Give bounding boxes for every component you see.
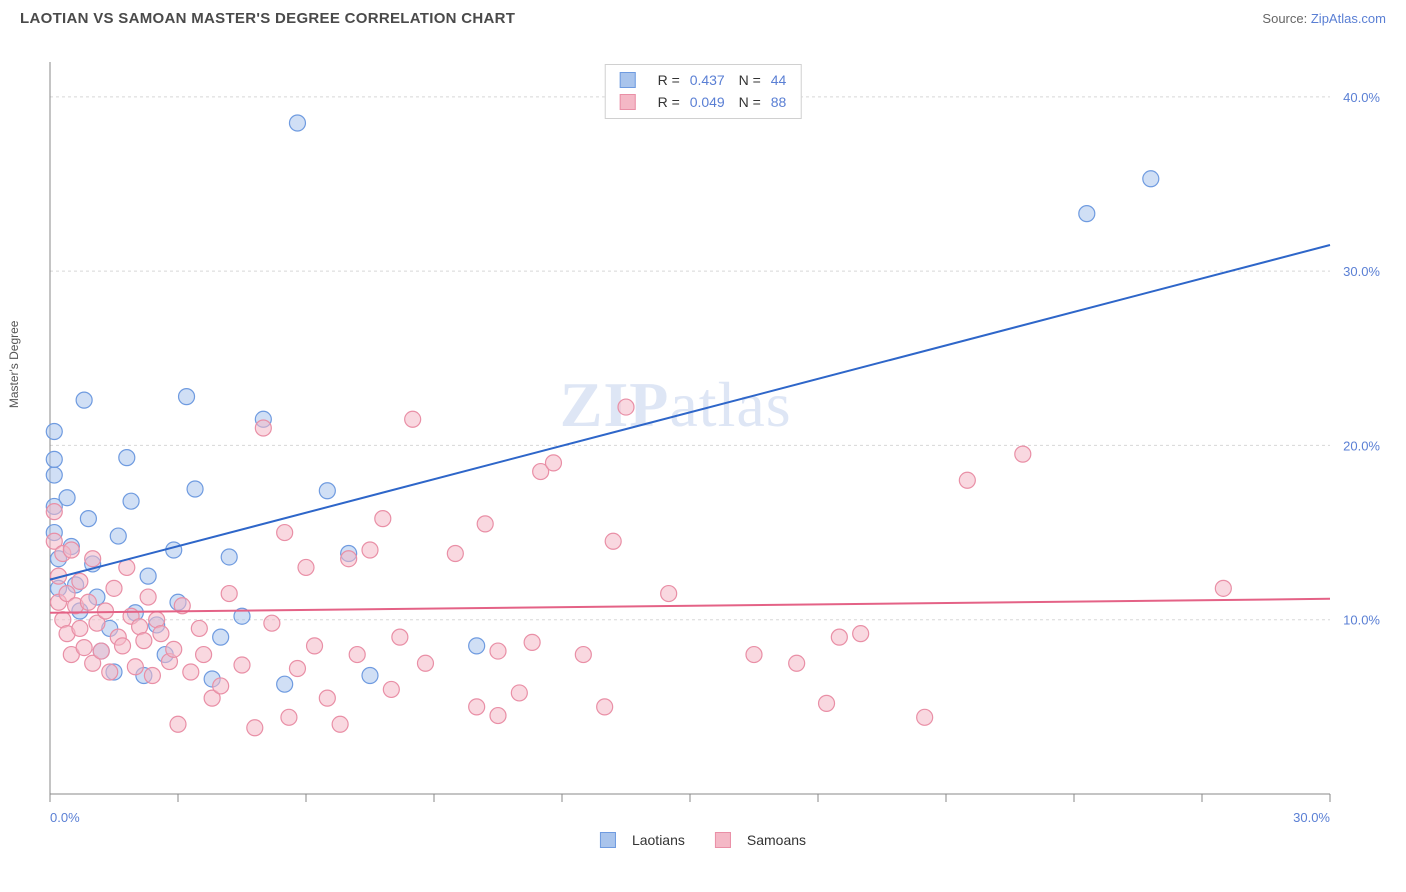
- legend-series: Laotians Samoans: [600, 832, 806, 848]
- legend-label-laotians: Laotians: [632, 832, 685, 848]
- chart-container: R = 0.437 N = 44 R = 0.049 N = 88 ZIPatl…: [20, 42, 1386, 848]
- svg-text:30.0%: 30.0%: [1293, 810, 1330, 825]
- source-label: Source:: [1262, 11, 1307, 26]
- legend-n-label: N =: [739, 72, 761, 88]
- scatter-chart: 10.0% 20.0% 30.0% 40.0% 0.0% 30.0%: [20, 42, 1386, 848]
- svg-text:0.0%: 0.0%: [50, 810, 80, 825]
- chart-title: LAOTIAN VS SAMOAN MASTER'S DEGREE CORREL…: [20, 10, 515, 27]
- legend-stats-box: R = 0.437 N = 44 R = 0.049 N = 88: [605, 64, 802, 119]
- legend-swatch-laotians: [600, 832, 616, 848]
- legend-r-label: R =: [658, 72, 680, 88]
- legend-r-label: R =: [658, 94, 680, 110]
- legend-n-value-0: 44: [771, 72, 787, 88]
- svg-text:20.0%: 20.0%: [1343, 438, 1380, 453]
- source-attribution: Source: ZipAtlas.com: [1262, 11, 1386, 26]
- y-axis-label: Master's Degree: [7, 321, 21, 409]
- svg-text:10.0%: 10.0%: [1343, 613, 1380, 628]
- legend-r-value-0: 0.437: [690, 72, 725, 88]
- legend-n-value-1: 88: [771, 94, 787, 110]
- legend-swatch-samoans: [620, 94, 636, 110]
- legend-item-laotians: Laotians: [600, 832, 685, 848]
- legend-item-samoans: Samoans: [715, 832, 806, 848]
- legend-label-samoans: Samoans: [747, 832, 806, 848]
- legend-stats-row-0: R = 0.437 N = 44: [620, 69, 787, 91]
- svg-text:40.0%: 40.0%: [1343, 90, 1380, 105]
- source-link[interactable]: ZipAtlas.com: [1311, 11, 1386, 26]
- legend-swatch-laotians: [620, 72, 636, 88]
- legend-r-value-1: 0.049: [690, 94, 725, 110]
- svg-text:30.0%: 30.0%: [1343, 264, 1380, 279]
- legend-stats-row-1: R = 0.049 N = 88: [620, 91, 787, 113]
- legend-n-label: N =: [739, 94, 761, 110]
- legend-swatch-samoans: [715, 832, 731, 848]
